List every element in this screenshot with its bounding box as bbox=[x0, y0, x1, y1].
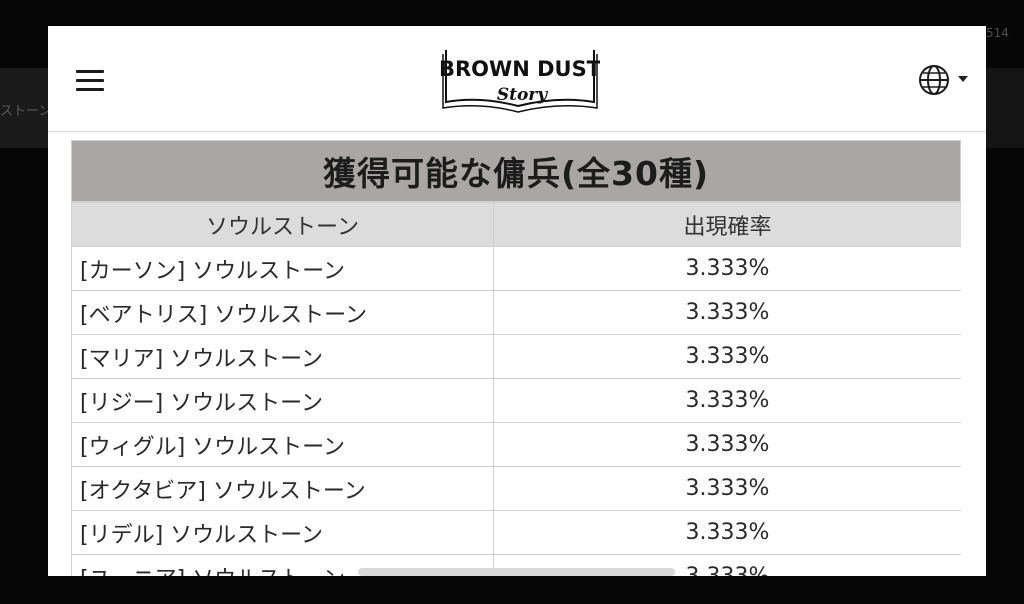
probability-table: ソウルストーン 出現確率 [カーソン] ソウルストーン 3.333% [ベアトリ… bbox=[71, 202, 961, 576]
item-name: [リジー] ソウルストーン bbox=[71, 378, 494, 423]
table-row: [ベアトリス] ソウルストーン 3.333% bbox=[71, 290, 961, 335]
item-name: [ベアトリス] ソウルストーン bbox=[71, 290, 494, 335]
probability-modal: BROWN DUST Story 獲得可能な傭兵(全30種) ソウルストーン 出… bbox=[48, 26, 986, 576]
table-row: [オクタビア] ソウルストーン 3.333% bbox=[71, 466, 961, 511]
column-header-rate: 出現確率 bbox=[493, 202, 961, 247]
item-name: [マリア] ソウルストーン bbox=[71, 334, 494, 379]
backdrop-text: ストーン bbox=[0, 104, 48, 119]
backdrop-id-text: 514 bbox=[986, 26, 1009, 40]
hamburger-menu-icon[interactable] bbox=[76, 70, 104, 92]
item-rate: 3.333% bbox=[493, 246, 961, 291]
item-rate: 3.333% bbox=[493, 290, 961, 335]
item-name: [リデル] ソウルストーン bbox=[71, 510, 494, 555]
logo-title: BROWN DUST bbox=[440, 57, 600, 81]
item-name: [カーソン] ソウルストーン bbox=[71, 246, 494, 291]
top-bar: BROWN DUST Story bbox=[48, 26, 986, 132]
globe-icon bbox=[919, 65, 949, 95]
backdrop-panel-right bbox=[986, 68, 1024, 148]
language-selector[interactable] bbox=[918, 64, 974, 96]
backdrop-panel bbox=[0, 68, 48, 148]
table-row: [カーソン] ソウルストーン 3.333% bbox=[71, 246, 961, 291]
item-rate: 3.333% bbox=[493, 334, 961, 379]
horizontal-scrollbar[interactable] bbox=[358, 568, 675, 576]
column-header-item: ソウルストーン bbox=[71, 202, 494, 247]
table-header-row: ソウルストーン 出現確率 bbox=[71, 202, 961, 247]
item-rate: 3.333% bbox=[493, 422, 961, 467]
table-row: [リデル] ソウルストーン 3.333% bbox=[71, 510, 961, 555]
item-name: [ウィグル] ソウルストーン bbox=[71, 422, 494, 467]
item-rate: 3.333% bbox=[493, 466, 961, 511]
panel-title: 獲得可能な傭兵(全30種) bbox=[71, 140, 961, 202]
item-rate: 3.333% bbox=[493, 510, 961, 555]
table-row: [マリア] ソウルストーン 3.333% bbox=[71, 334, 961, 379]
table-row: [リジー] ソウルストーン 3.333% bbox=[71, 378, 961, 423]
item-name: [オクタビア] ソウルストーン bbox=[71, 466, 494, 511]
table-row: [ウィグル] ソウルストーン 3.333% bbox=[71, 422, 961, 467]
caret-down-icon bbox=[958, 76, 968, 82]
item-rate: 3.333% bbox=[493, 378, 961, 423]
probability-panel: 獲得可能な傭兵(全30種) ソウルストーン 出現確率 [カーソン] ソウルストー… bbox=[71, 140, 961, 576]
logo-subtitle: Story bbox=[497, 85, 548, 105]
brown-dust-story-logo[interactable]: BROWN DUST Story bbox=[440, 42, 600, 114]
